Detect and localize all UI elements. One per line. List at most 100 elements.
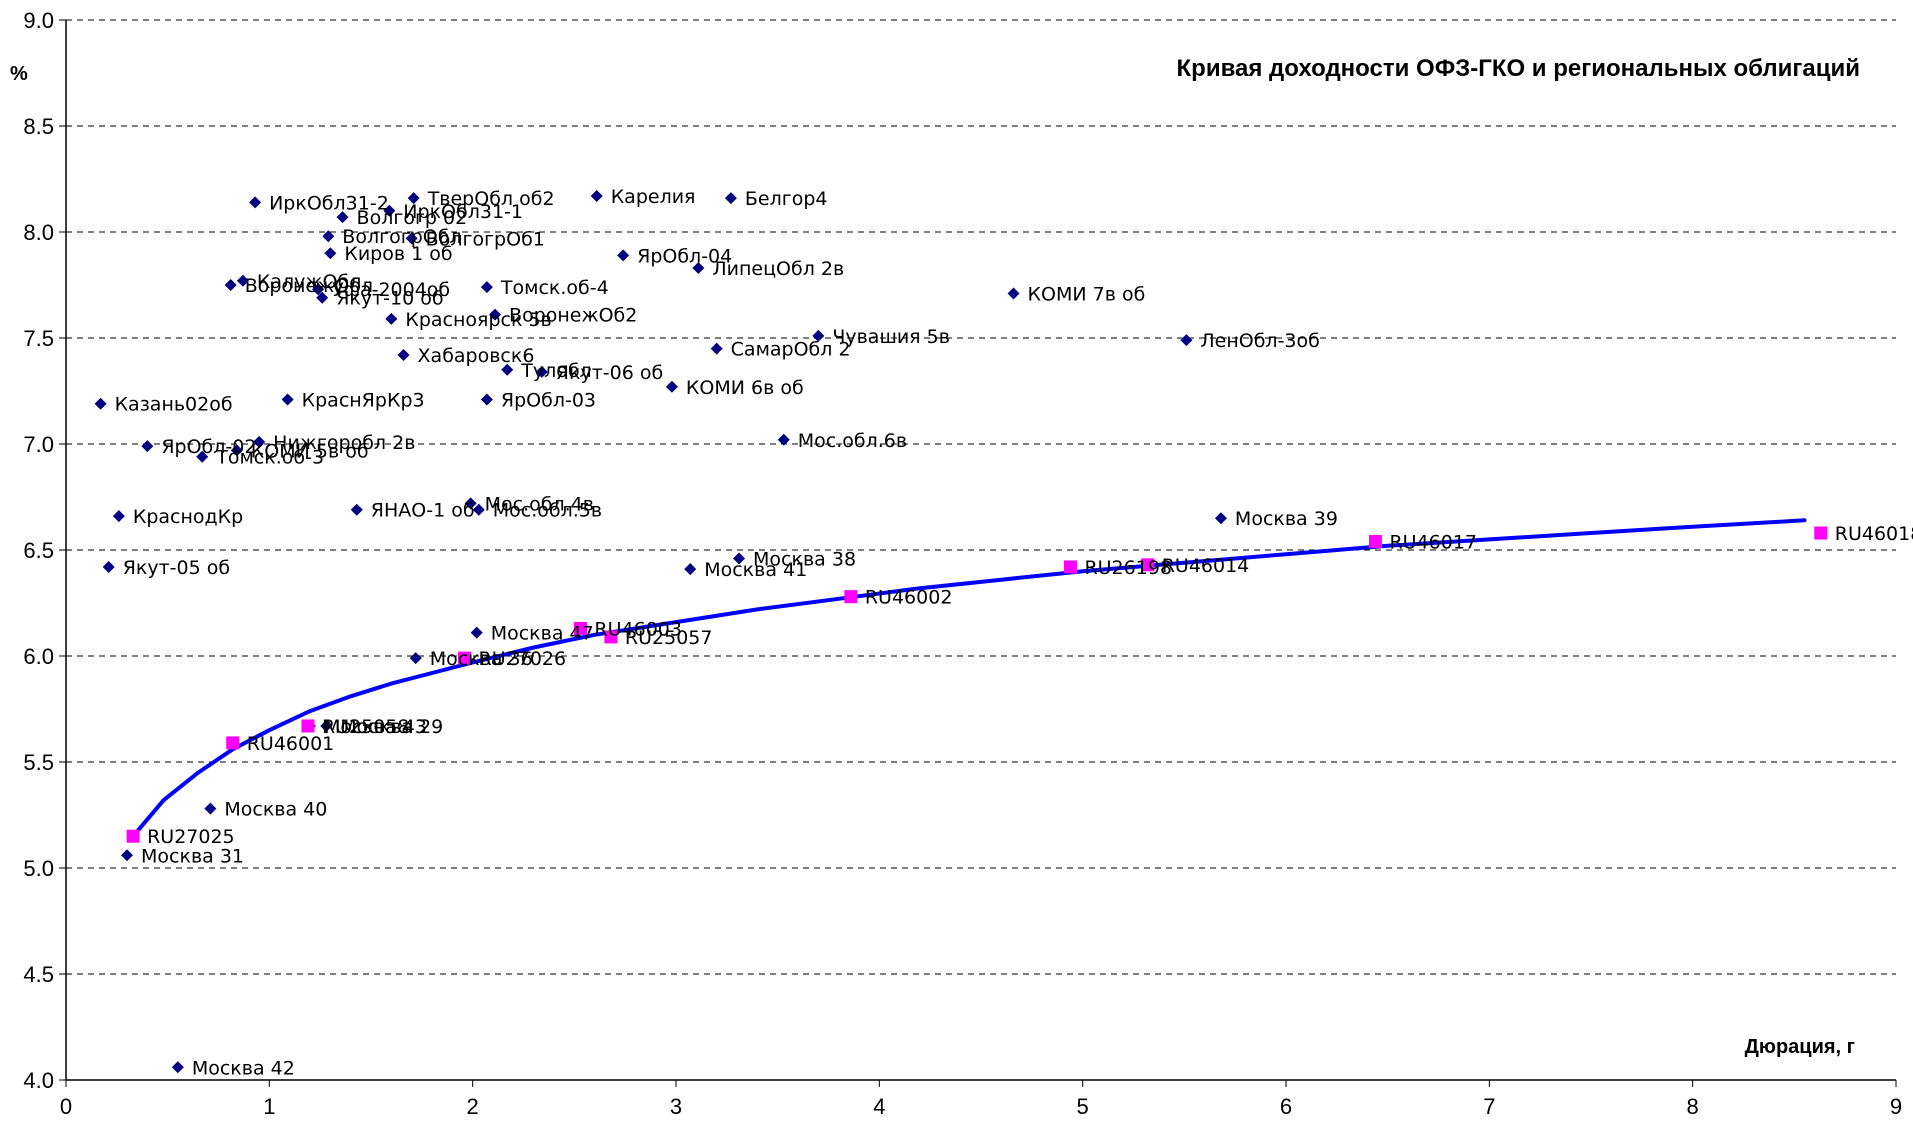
regional-bond-point — [112, 510, 125, 523]
regional-bond-point — [121, 849, 133, 862]
point-label: Белгор4 — [745, 188, 828, 210]
regional-bond-point — [464, 497, 477, 510]
point-label: Мос.обл.4в — [485, 493, 594, 515]
point-label: RU46003 — [594, 618, 682, 640]
regional-bond-point — [236, 274, 249, 287]
regional-bond-point — [204, 802, 217, 815]
ofz-bond-point — [301, 719, 315, 733]
point-label: RU46001 — [247, 733, 335, 755]
regional-bond-point — [472, 503, 485, 516]
point-label: RU46014 — [1162, 555, 1250, 577]
y-tick-label: 7.0 — [23, 432, 54, 457]
point-label: Москва 29 — [340, 716, 443, 738]
point-label: RU26198 — [1084, 557, 1172, 579]
point-label: Уфа-2004об — [332, 279, 450, 301]
regional-bond-point — [196, 450, 209, 463]
x-tick-label: 0 — [60, 1094, 72, 1119]
point-label: КраснЯрКр3 — [302, 389, 425, 411]
ofz-bond-point — [1063, 560, 1077, 574]
point-label: Томск.об-3 — [215, 447, 324, 469]
point-label: Томск.об-4 — [500, 277, 609, 299]
regional-bond-point — [710, 342, 723, 355]
point-label: ВоронежОб2 — [509, 305, 637, 327]
regional-bond-point — [1214, 512, 1227, 525]
x-tick-label: 7 — [1483, 1094, 1495, 1119]
regional-bond-point — [253, 435, 266, 448]
point-label: Хабаровск6 — [418, 345, 535, 367]
point-label: ЛенОбл-3об — [1200, 330, 1320, 352]
regional-bond-point — [1007, 287, 1020, 300]
point-label: ЯНАО-1 об — [371, 500, 475, 522]
point-label: RU46002 — [865, 587, 953, 609]
point-label: Москва 38 — [753, 548, 856, 570]
point-label: КОМИ 7в об — [1028, 283, 1146, 305]
point-label: Нижгоробл 2в — [273, 432, 415, 454]
point-label: RU25058 — [322, 716, 410, 738]
regional-bond-point — [383, 204, 396, 217]
point-label: ЯрОбл-02 — [161, 436, 256, 458]
regional-bond-point — [617, 249, 630, 262]
point-label: КалужОбл — [257, 271, 361, 293]
x-axis-label: Дюрация, г — [1745, 1036, 1855, 1058]
regional-bond-point — [316, 291, 329, 304]
point-label: КОМИ 5в об — [251, 440, 369, 462]
point-label: Якут-05 об — [123, 557, 230, 579]
point-label: RU27026 — [479, 648, 567, 670]
y-tick-label: 5.0 — [23, 856, 54, 881]
ofz-bond-point — [458, 651, 472, 665]
x-tick-label: 5 — [1077, 1094, 1089, 1119]
regional-bond-point — [397, 348, 410, 361]
point-label: ВолгогрОбл — [342, 226, 461, 248]
y-tick-label: 8.0 — [23, 220, 54, 245]
ofz-bond-point — [573, 621, 587, 635]
regional-bond-point — [535, 365, 548, 378]
ofz-bond-point — [1368, 535, 1382, 549]
regional-bond-point — [320, 719, 333, 732]
regional-bond-point — [350, 503, 363, 516]
y-tick-label: 8.5 — [23, 114, 54, 139]
data-points — [94, 189, 1828, 1074]
regional-bond-point — [141, 440, 154, 453]
point-label: ВолгогрОб1 — [426, 228, 545, 250]
x-tick-label: 6 — [1280, 1094, 1292, 1119]
point-label: Киров 1 об — [344, 243, 452, 265]
regional-bond-point — [590, 189, 603, 202]
point-label: Москва 31 — [141, 845, 244, 867]
regional-bond-point — [312, 283, 325, 296]
point-label: КОМИ 6в об — [686, 377, 804, 399]
regional-bond-point — [407, 192, 420, 205]
regional-bond-point — [405, 232, 418, 245]
x-tick-label: 1 — [263, 1094, 275, 1119]
point-label: Якут-06 об — [556, 362, 663, 384]
point-label: ИркОбл31-1 — [403, 201, 523, 223]
regional-bond-point — [692, 262, 705, 275]
ofz-bond-point — [226, 736, 240, 750]
regional-bond-point — [733, 552, 746, 565]
regional-bond-point — [489, 308, 502, 321]
ofz-bond-point — [844, 590, 858, 604]
regional-bond-point — [684, 563, 697, 576]
regional-bond-point — [385, 312, 398, 325]
regional-bond-point — [102, 560, 115, 573]
point-label: Красноярск 5в — [405, 309, 551, 331]
y-tick-label: 6.0 — [23, 644, 54, 669]
regional-bond-point — [324, 247, 337, 260]
point-label: RU27025 — [147, 826, 235, 848]
point-label: RU46017 — [1389, 532, 1477, 554]
x-tick-label: 9 — [1890, 1094, 1902, 1119]
point-label: Москва 41 — [704, 559, 807, 581]
regional-bond-point — [812, 329, 825, 342]
regional-bond-point — [409, 652, 422, 665]
point-label: ЛипецОбл 2в — [712, 258, 844, 280]
point-label: Москва 42 — [192, 1057, 295, 1079]
y-tick-label: 7.5 — [23, 326, 54, 351]
point-label: Чувашия 5в — [832, 326, 950, 348]
point-label: СамарОбл 2 — [731, 339, 851, 361]
regional-bond-point — [171, 1061, 184, 1074]
point-label: Якут-10 об — [336, 288, 443, 310]
tick-labels: 4.0 4.5 5.0 5.5 6.0 6.5 7.0 7.5 8.0 8.5 9.0 0 1 2 3 4 5 6… — [23, 8, 1902, 1119]
y-tick-label: 4.5 — [23, 962, 54, 987]
point-label: Волгогр 02 — [357, 207, 468, 229]
